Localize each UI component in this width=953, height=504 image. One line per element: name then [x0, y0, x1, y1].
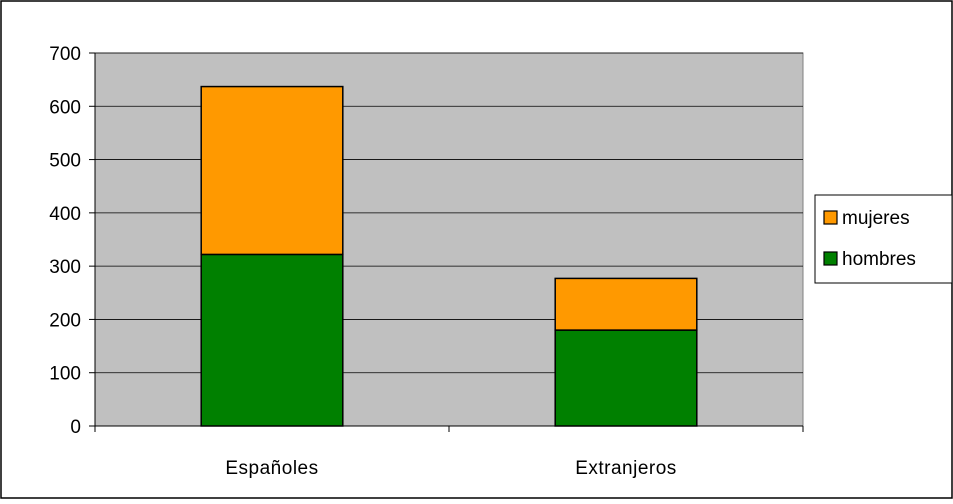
bars [200, 85, 698, 427]
y-tick-label: 0 [70, 417, 81, 438]
y-tick-label: 700 [49, 44, 81, 65]
y-tick-label: 300 [49, 257, 81, 278]
bar-segment-hombres [200, 253, 344, 427]
y-tick-label: 400 [49, 204, 81, 225]
legend-swatch-hombres [823, 251, 838, 266]
bar-segment-hombres [554, 329, 698, 427]
x-tick-label: Extranjeros [575, 458, 677, 479]
legend: mujeres hombres [814, 194, 953, 284]
y-tick-label: 200 [49, 310, 81, 331]
y-tick-label: 100 [49, 364, 81, 385]
bar-segment-mujeres [554, 277, 698, 331]
y-tick-label: 500 [49, 151, 81, 172]
axis-labels: 0 100 200 300 400 500 600 700 Españoles Extranjer… [49, 44, 677, 479]
x-tick-label: Españoles [225, 458, 318, 479]
legend-label-hombres: hombres [842, 249, 916, 270]
bar-segment-mujeres [200, 85, 344, 256]
legend-label-mujeres: mujeres [842, 208, 910, 229]
y-tick-label: 600 [49, 97, 81, 118]
legend-swatch-mujeres [823, 210, 838, 225]
legend-box [814, 194, 953, 284]
